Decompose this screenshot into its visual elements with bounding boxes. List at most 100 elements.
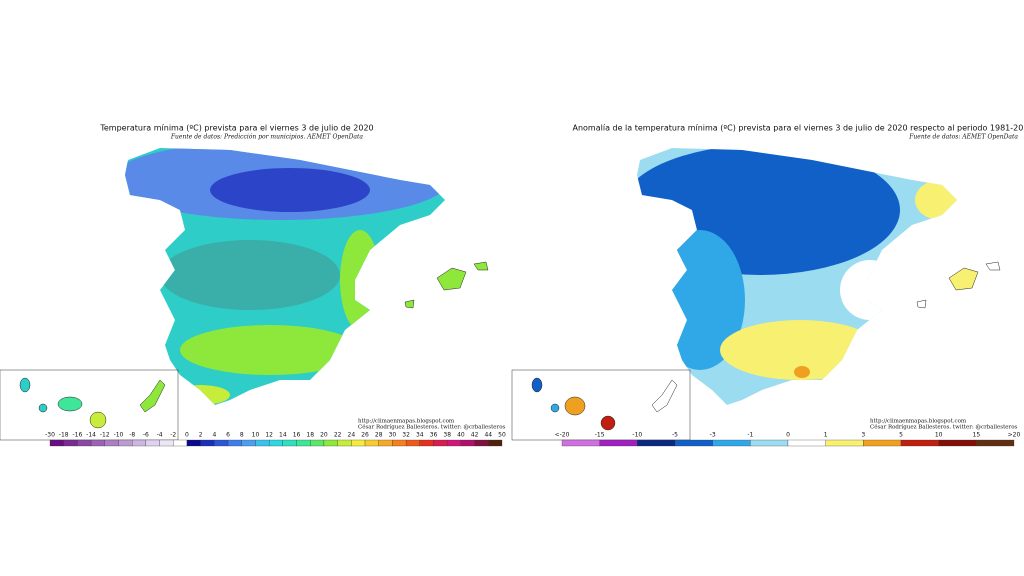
colorbar-swatch [255,439,270,447]
colorbar-label: 4 [212,432,216,439]
colorbar-swatch [637,439,676,447]
colorbar-label: -15 [595,432,605,439]
colorbar-swatch [561,439,600,447]
colorbar-swatch [159,439,174,447]
colorbar-swatch [323,439,338,447]
colorbar-label: -14 [86,432,96,439]
colorbar-label: -12 [100,432,110,439]
colorbar-label: 36 [430,432,438,439]
colorbar-swatch [863,439,902,447]
colorbar-swatch [433,439,448,447]
colorbar-swatch [938,439,977,447]
colorbar-label: -6 [143,432,149,439]
colorbar-label: 15 [973,432,981,439]
colorbar-label: 28 [375,432,383,439]
colorbar-swatch [118,439,133,447]
colorbar-label: 38 [443,432,451,439]
colorbar-swatch [392,439,407,447]
colorbar-label: -18 [59,432,69,439]
colorbar-swatch [145,439,160,447]
left-source: Fuente de datos: Predicción por municipi… [170,134,364,141]
colorbar-label: 24 [348,432,356,439]
colorbar-label: 42 [471,432,479,439]
colorbar-label: 18 [306,432,314,439]
colorbar-label: 14 [279,432,287,439]
right-credit-author: César Rodríguez Ballesteros. twitter: @c… [870,424,1018,431]
colorbar-swatch [310,439,325,447]
colorbar-swatch [488,439,503,447]
colorbar-swatch [214,439,229,447]
colorbar-label: -16 [72,432,82,439]
colorbar-swatch [712,439,751,447]
colorbar-swatch [351,439,366,447]
colorbar-label: 16 [293,432,301,439]
colorbar-label: 40 [457,432,465,439]
colorbar-label: -8 [129,432,135,439]
colorbar-swatch [337,439,352,447]
colorbar-swatch [132,439,147,447]
colorbar-label: 12 [265,432,273,439]
colorbar-label: -4 [157,432,163,439]
colorbar-label: 30 [389,432,397,439]
colorbar-label: 10 [252,432,260,439]
colorbar-label: >20 [1008,432,1021,439]
left-map [125,148,445,405]
colorbar-swatch [282,439,297,447]
colorbar-label: 20 [320,432,328,439]
colorbar-swatch [460,439,475,447]
colorbar-label: 2 [199,432,203,439]
colorbar-label: 5 [899,432,903,439]
left-title: Temperatura mínima (ºC) prevista para el… [99,124,373,133]
colorbar-label: 3 [861,432,865,439]
colorbar-label: -2 [170,432,176,439]
colorbar-swatch [787,439,826,447]
colorbar-label: -30 [45,432,55,439]
colorbar-label: -10 [632,432,642,439]
colorbar-label: 22 [334,432,342,439]
right-map [637,148,957,405]
colorbar-label: 34 [416,432,424,439]
colorbar-swatch [447,439,462,447]
colorbar-label: 0 [786,432,790,439]
colorbar-swatch [186,439,201,447]
colorbar-label: -1 [747,432,753,439]
colorbar-swatch [825,439,864,447]
colorbar-label: 50 [498,432,506,439]
right-islands [511,261,1001,441]
colorbar-label: 44 [484,432,492,439]
colorbar-swatch [750,439,789,447]
colorbar-label: 0 [185,432,189,439]
colorbar-swatch [674,439,713,447]
colorbar-swatch [241,439,256,447]
colorbar-swatch [419,439,434,447]
colorbar-label: <-20 [555,432,570,439]
colorbar-label: 10 [935,432,943,439]
colorbar-label: 6 [226,432,230,439]
colorbar-swatch [63,439,78,447]
right-source: Fuente de datos: AEMET OpenData [908,134,1018,141]
colorbar-swatch [378,439,393,447]
right-title: Anomalía de la temperatura mínima (ºC) p… [572,124,1024,133]
left-credit-author: César Rodríguez Ballesteros. twitter: @c… [358,424,506,431]
colorbar-swatch [900,439,939,447]
right-credit-url: http://climaenmapas.blogspot.com [870,419,967,425]
colorbar-swatch [104,439,119,447]
colorbar-swatch [227,439,242,447]
colorbar-label: -5 [672,432,678,439]
colorbar-swatch [77,439,92,447]
colorbar-swatch [173,439,188,447]
colorbar-label: -3 [710,432,716,439]
colorbar-label: -10 [114,432,124,439]
colorbar-swatch [296,439,311,447]
colorbar-swatch [49,439,64,447]
colorbar-swatch [90,439,105,447]
colorbar-swatch [405,439,420,447]
colorbar-swatch [364,439,379,447]
colorbar-swatch [474,439,489,447]
colorbar-label: 26 [361,432,369,439]
colorbar-swatch [269,439,283,447]
colorbar-label: 8 [240,432,244,439]
colorbar-swatch [599,439,638,447]
colorbar-swatch [200,439,215,447]
